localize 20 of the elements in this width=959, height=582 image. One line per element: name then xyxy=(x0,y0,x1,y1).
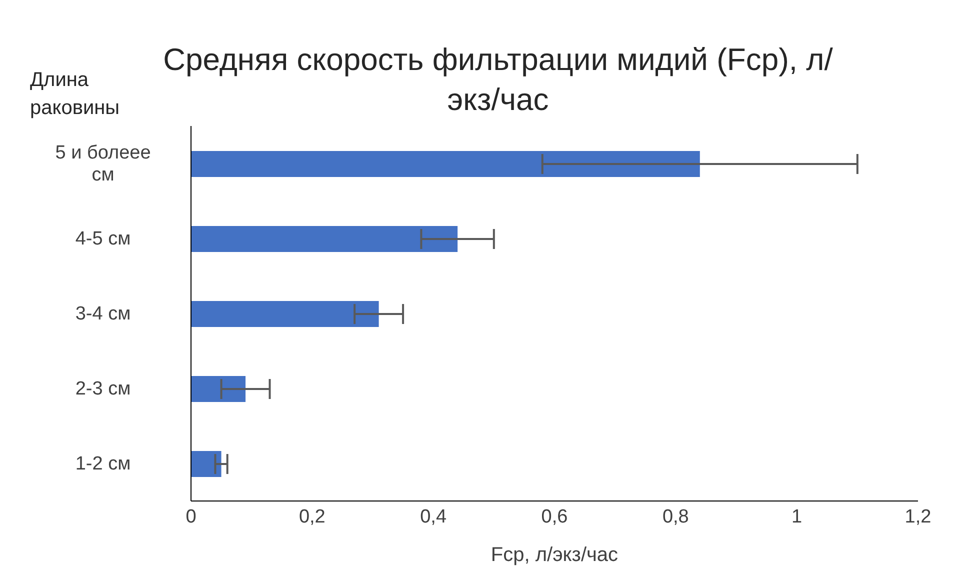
y-tick-label: 3-4 см xyxy=(75,303,131,324)
y-tick-label: 4-5 см xyxy=(75,228,131,249)
x-tick-label: 0,4 xyxy=(420,506,447,528)
x-tick-label: 1 xyxy=(792,506,802,528)
x-tick-label: 0,2 xyxy=(298,506,326,528)
x-axis-title: Fср, л/экз/час xyxy=(490,544,618,566)
bar xyxy=(191,151,700,177)
x-tick-label: 1,2 xyxy=(904,506,932,528)
bar xyxy=(191,301,379,327)
chart-title: Средняя скорость фильтрации мидий (Fср), л/экз/час xyxy=(162,41,834,119)
x-tick-label: 0 xyxy=(186,506,196,528)
x-tick-label: 0,6 xyxy=(541,506,568,528)
bar xyxy=(191,376,246,402)
y-tick-label: 5 и болеее см xyxy=(55,142,151,185)
bar xyxy=(191,451,222,477)
y-tick-label: 1-2 см xyxy=(75,453,131,474)
y-tick-label: 2-3 см xyxy=(75,378,131,399)
y-axis-title: Длина раковины xyxy=(30,68,121,121)
x-tick-label: 0,8 xyxy=(662,506,689,528)
bar xyxy=(191,226,458,252)
